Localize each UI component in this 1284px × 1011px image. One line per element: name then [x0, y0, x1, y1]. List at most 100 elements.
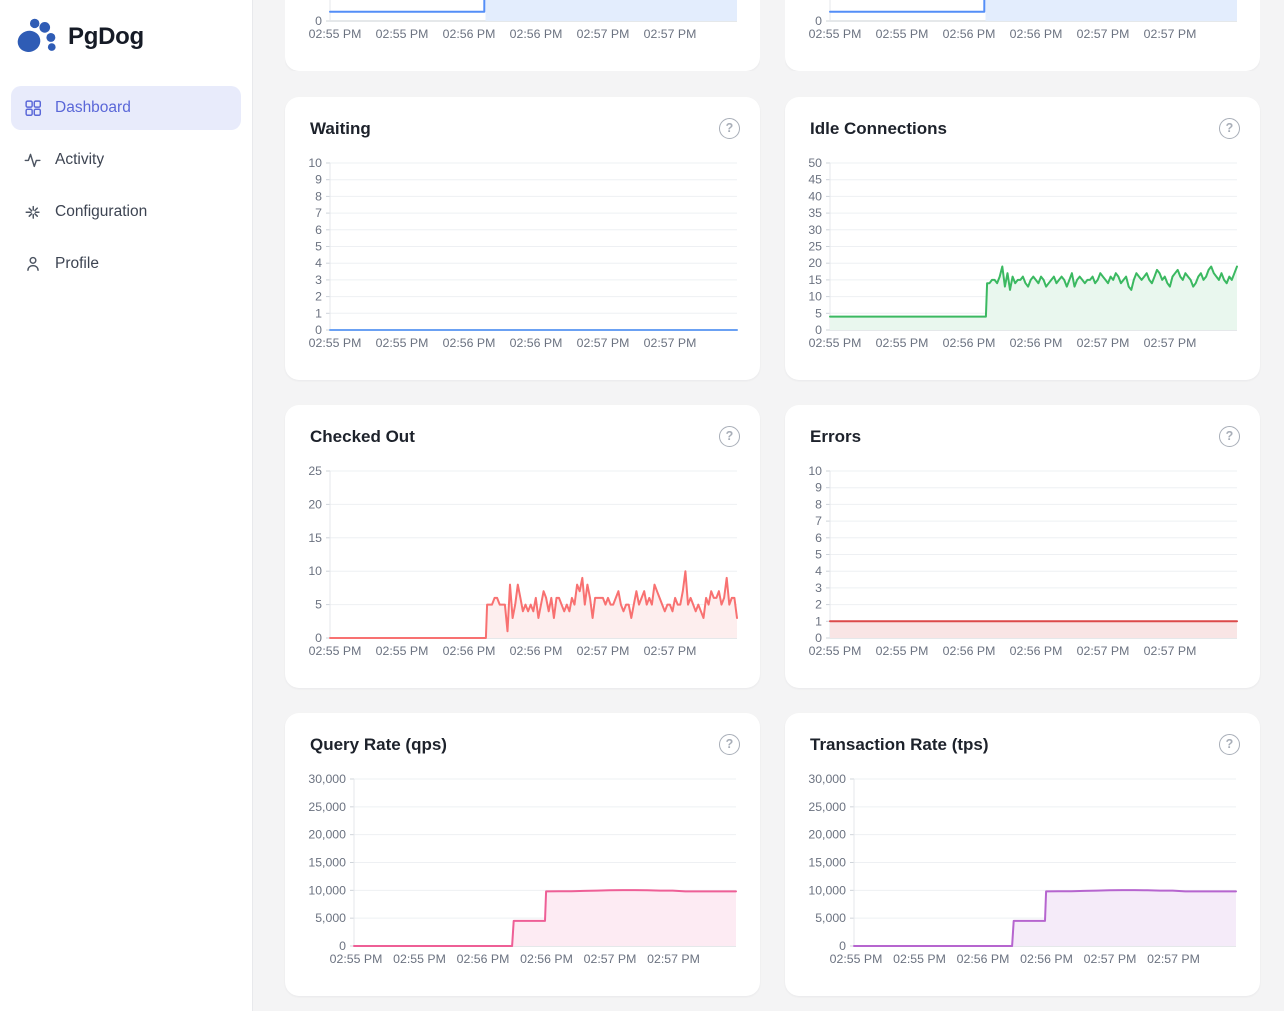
dashboard-grid-icon [25, 100, 42, 117]
svg-text:5,000: 5,000 [815, 911, 846, 925]
svg-text:02:55 PM: 02:55 PM [309, 336, 362, 350]
svg-text:20: 20 [808, 256, 822, 270]
svg-text:20: 20 [308, 497, 322, 511]
svg-text:02:55 PM: 02:55 PM [376, 27, 429, 41]
svg-text:25,000: 25,000 [808, 800, 846, 814]
svg-text:02:57 PM: 02:57 PM [1077, 644, 1130, 658]
svg-text:10,000: 10,000 [308, 883, 346, 897]
svg-text:25: 25 [808, 240, 822, 254]
svg-text:02:55 PM: 02:55 PM [330, 952, 383, 966]
svg-text:02:56 PM: 02:56 PM [943, 336, 996, 350]
svg-text:8: 8 [815, 497, 822, 511]
sidebar-item-label: Activity [55, 151, 105, 168]
svg-text:10: 10 [308, 564, 322, 578]
sidebar-nav: Dashboard Activity Configuration Profile [0, 72, 252, 286]
svg-text:6: 6 [315, 223, 322, 237]
svg-text:02:56 PM: 02:56 PM [510, 27, 563, 41]
svg-text:02:56 PM: 02:56 PM [1020, 952, 1073, 966]
svg-text:5: 5 [315, 598, 322, 612]
svg-text:45: 45 [808, 173, 822, 187]
svg-text:9: 9 [815, 481, 822, 495]
svg-text:02:56 PM: 02:56 PM [943, 27, 996, 41]
svg-text:30: 30 [808, 223, 822, 237]
svg-text:02:55 PM: 02:55 PM [376, 336, 429, 350]
svg-text:02:56 PM: 02:56 PM [510, 644, 563, 658]
svg-text:02:56 PM: 02:56 PM [443, 644, 496, 658]
svg-text:02:56 PM: 02:56 PM [457, 952, 510, 966]
svg-text:02:57 PM: 02:57 PM [584, 952, 637, 966]
svg-text:02:55 PM: 02:55 PM [809, 336, 862, 350]
svg-text:02:56 PM: 02:56 PM [1010, 27, 1063, 41]
svg-text:02:57 PM: 02:57 PM [577, 644, 630, 658]
help-icon[interactable]: ? [719, 734, 740, 755]
card-row: Query Rate (qps)? 30,000 25,000 20,000 15,00… [285, 713, 1260, 996]
svg-text:02:57 PM: 02:57 PM [1144, 336, 1197, 350]
svg-text:0: 0 [815, 631, 822, 645]
svg-text:02:57 PM: 02:57 PM [577, 27, 630, 41]
pgdog-logo: PgDog [0, 0, 252, 72]
svg-text:25: 25 [308, 464, 322, 478]
svg-text:02:56 PM: 02:56 PM [443, 27, 496, 41]
svg-text:30,000: 30,000 [808, 772, 846, 786]
svg-text:02:56 PM: 02:56 PM [443, 336, 496, 350]
svg-text:02:55 PM: 02:55 PM [893, 952, 946, 966]
svg-text:0: 0 [815, 14, 822, 28]
svg-text:1: 1 [815, 614, 822, 628]
svg-text:02:56 PM: 02:56 PM [1010, 644, 1063, 658]
svg-text:0: 0 [815, 323, 822, 337]
card-row: Checked Out? 25 20 15 10 5 0 02:55 PM 02:55 PM 02… [285, 405, 1260, 688]
query-rate-chart: 30,00025,00020,00015,00010,0005,000002:5… [308, 772, 737, 966]
svg-text:02:57 PM: 02:57 PM [1147, 952, 1200, 966]
svg-text:5: 5 [315, 240, 322, 254]
sidebar-item-configuration[interactable]: Configuration [11, 190, 241, 234]
help-icon[interactable]: ? [1219, 734, 1240, 755]
sidebar-item-dashboard[interactable]: Dashboard [11, 86, 241, 130]
chart-card-query-rate: Query Rate (qps)? 30,000 25,000 20,000 15,00… [285, 713, 760, 996]
help-icon[interactable]: ? [719, 118, 740, 139]
svg-text:02:55 PM: 02:55 PM [876, 336, 929, 350]
sidebar-item-activity[interactable]: Activity [11, 138, 241, 182]
chart-card-idle-connections: Idle Connections? 50 45 40 35 30 25 20 15 10 5 0 02:… [785, 97, 1260, 380]
svg-text:1: 1 [315, 306, 322, 320]
app-title: PgDog [68, 23, 144, 50]
chart-title: Query Rate (qps) [310, 735, 447, 754]
activity-pulse-icon [24, 153, 41, 168]
svg-text:5,000: 5,000 [315, 911, 346, 925]
svg-text:50: 50 [808, 156, 822, 170]
help-icon[interactable]: ? [719, 426, 740, 447]
svg-text:02:55 PM: 02:55 PM [376, 644, 429, 658]
svg-text:02:55 PM: 02:55 PM [809, 644, 862, 658]
svg-text:4: 4 [815, 564, 822, 578]
help-icon[interactable]: ? [1219, 118, 1240, 139]
svg-text:8: 8 [315, 189, 322, 203]
svg-text:02:57 PM: 02:57 PM [644, 27, 697, 41]
sidebar-item-profile[interactable]: Profile [11, 242, 241, 286]
svg-text:0: 0 [315, 323, 322, 337]
svg-text:4: 4 [315, 256, 322, 270]
svg-text:02:55 PM: 02:55 PM [876, 27, 929, 41]
sidebar-item-label: Profile [55, 255, 99, 272]
svg-text:10: 10 [808, 464, 822, 478]
top-right-chart: 002:55 PM 02:55 PM 02:56 PM 02:56 PM 02:57 P… [809, 0, 1237, 41]
svg-text:02:57 PM: 02:57 PM [1077, 336, 1130, 350]
svg-text:5: 5 [815, 548, 822, 562]
chart-title: Idle Connections [810, 119, 947, 138]
svg-text:2: 2 [815, 598, 822, 612]
svg-text:02:55 PM: 02:55 PM [830, 952, 883, 966]
svg-text:40: 40 [808, 189, 822, 203]
svg-text:02:56 PM: 02:56 PM [943, 644, 996, 658]
svg-text:02:55 PM: 02:55 PM [393, 952, 446, 966]
help-icon[interactable]: ? [1219, 426, 1240, 447]
chart-title: Errors [810, 427, 862, 446]
sidebar-item-label: Dashboard [55, 99, 131, 116]
svg-text:0: 0 [315, 631, 322, 645]
